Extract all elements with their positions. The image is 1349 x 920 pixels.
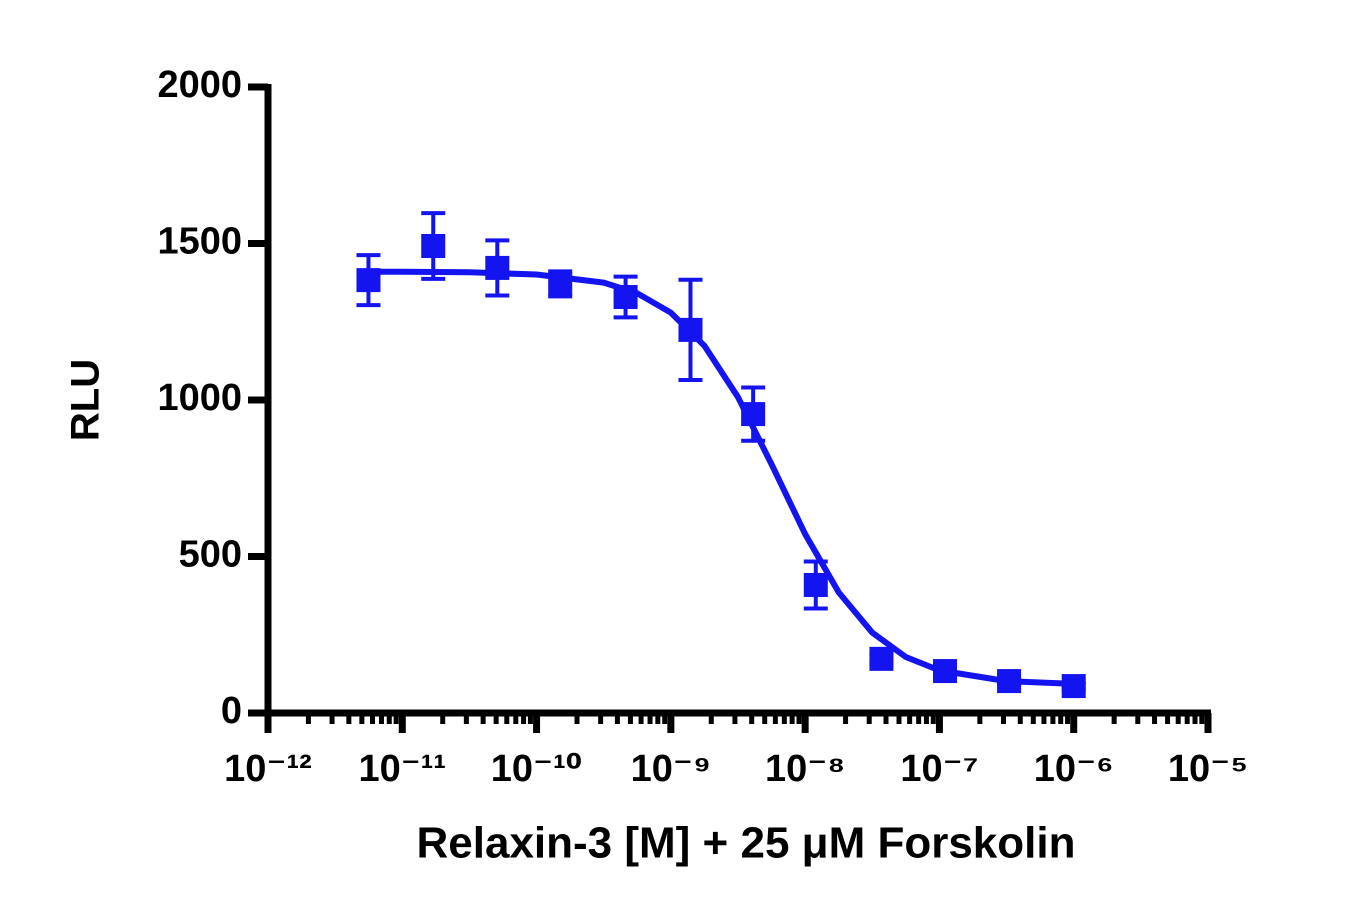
- data-point: [997, 669, 1022, 694]
- data-point: [356, 268, 381, 293]
- data-point: [803, 572, 828, 597]
- x-axis-title: Relaxin-3 [M] + 25 μM Forskolin: [417, 819, 1076, 868]
- data-point: [741, 402, 766, 427]
- x-tick-label: 10⁻¹¹: [358, 748, 446, 790]
- x-tick-label: 10⁻⁵: [1168, 748, 1248, 790]
- data-point: [932, 659, 957, 684]
- x-tick-label: 10⁻¹⁰: [491, 748, 583, 790]
- data-point: [1061, 674, 1086, 699]
- y-tick-label: 500: [179, 534, 242, 576]
- data-point: [421, 234, 446, 259]
- y-tick-label: 0: [221, 690, 242, 732]
- x-tick-label: 10⁻⁹: [631, 748, 711, 790]
- data-point: [548, 271, 573, 296]
- y-tick-label: 2000: [157, 64, 242, 106]
- data-point: [869, 646, 894, 671]
- fit-curve: [368, 268, 1074, 687]
- data-point: [678, 317, 703, 342]
- x-tick-label: 10⁻⁸: [765, 748, 845, 790]
- data-point: [613, 285, 638, 310]
- x-tick-label: 10⁻⁶: [1034, 748, 1114, 790]
- y-tick-label: 1000: [157, 377, 242, 419]
- x-tick-label: 10⁻¹²: [224, 748, 312, 790]
- data-point: [485, 255, 510, 280]
- x-tick-label: 10⁻⁷: [900, 748, 978, 790]
- y-tick-label: 1500: [157, 221, 242, 263]
- y-axis-title: RLU: [64, 359, 108, 441]
